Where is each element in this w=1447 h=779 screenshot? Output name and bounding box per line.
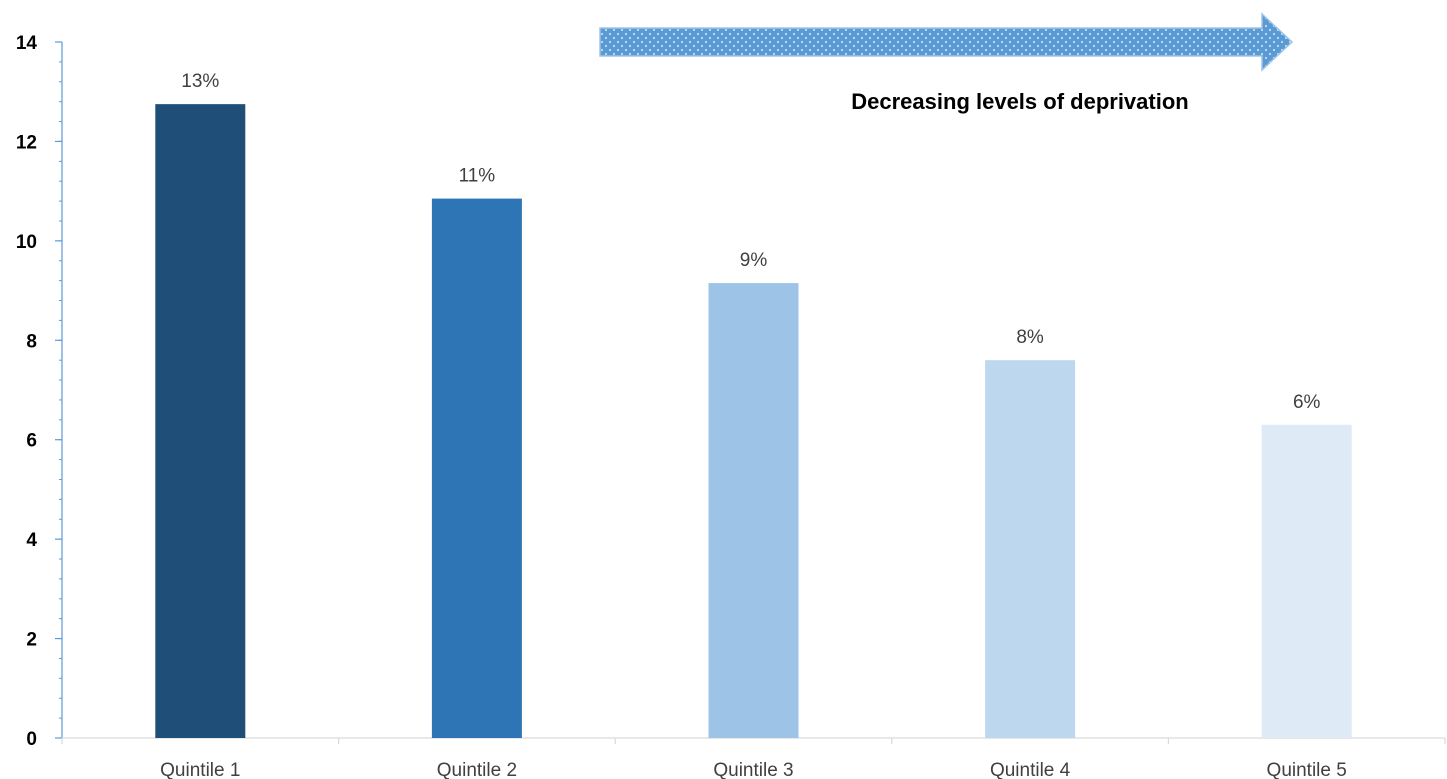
y-tick-label: 0 bbox=[26, 729, 37, 750]
bar-3 bbox=[708, 283, 799, 738]
bar-4 bbox=[985, 360, 1076, 738]
decreasing-deprivation-arrow bbox=[599, 12, 1294, 72]
x-tick-label-5: Quintile 5 bbox=[1267, 760, 1347, 779]
bar-5 bbox=[1261, 424, 1352, 738]
y-tick-label: 2 bbox=[26, 630, 37, 651]
data-label-2: 11% bbox=[459, 166, 496, 187]
bar-1 bbox=[155, 104, 246, 738]
y-tick-label: 4 bbox=[26, 530, 37, 551]
y-tick-label: 10 bbox=[16, 232, 37, 253]
y-tick-label: 14 bbox=[16, 33, 38, 54]
bars bbox=[155, 104, 1352, 739]
data-label-5: 6% bbox=[1293, 392, 1321, 413]
bar-2 bbox=[431, 198, 522, 739]
data-label-3: 9% bbox=[740, 250, 768, 271]
data-label-4: 8% bbox=[1016, 327, 1044, 348]
y-tick-label: 6 bbox=[26, 431, 37, 452]
y-tick-label: 8 bbox=[26, 331, 37, 352]
x-tick-label-3: Quintile 3 bbox=[713, 760, 793, 779]
annotation-text: Decreasing levels of deprivation bbox=[851, 89, 1188, 114]
x-tick-label-1: Quintile 1 bbox=[160, 760, 240, 779]
data-labels: 13% 11% 9% 8% 6% bbox=[181, 71, 1320, 413]
x-tick-label-2: Quintile 2 bbox=[437, 760, 517, 779]
y-tick-label: 12 bbox=[16, 132, 37, 153]
annotation-group: Decreasing levels of deprivation bbox=[599, 12, 1294, 114]
x-tick-label-4: Quintile 4 bbox=[990, 760, 1071, 779]
data-label-1: 13% bbox=[181, 71, 219, 92]
